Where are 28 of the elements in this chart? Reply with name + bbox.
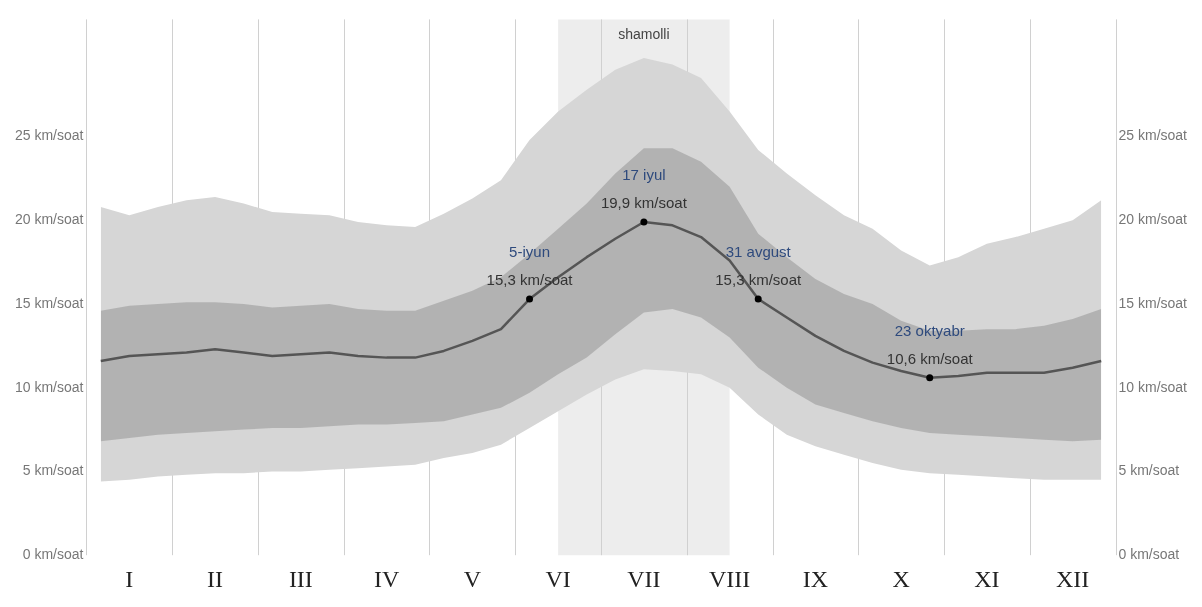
y-tick-label: 0 km/soat — [22, 546, 84, 563]
x-tick-label: X — [892, 565, 910, 592]
y2-tick-label: 15 km/soat — [1118, 294, 1188, 311]
band-label: shamolli — [618, 26, 670, 43]
y-tick-label: 20 km/soat — [14, 211, 84, 228]
x-tick-label: XII — [1055, 565, 1090, 592]
data-label: 23 oktyabr 10,6 km/soat — [886, 321, 974, 367]
y2-tick-label: 20 km/soat — [1118, 211, 1188, 228]
y-tick-label: 25 km/soat — [14, 127, 84, 144]
x-tick-label: VIII — [708, 565, 751, 592]
y-tick-label: 15 km/soat — [14, 294, 84, 311]
data-label: 31 avgust 15,3 km/soat — [715, 243, 802, 289]
x-tick-label: VI — [545, 565, 571, 592]
y2-tick-label: 25 km/soat — [1118, 127, 1188, 144]
y-tick-label: 10 km/soat — [14, 378, 84, 395]
x-tick-label: IV — [373, 565, 400, 592]
y2-tick-label: 5 km/soat — [1118, 462, 1180, 479]
x-tick-label: XI — [974, 565, 1000, 592]
data-label: 17 iyul 19,9 km/soat — [600, 166, 688, 211]
x-tick-label: I — [125, 565, 134, 592]
y2-tick-label: 0 km/soat — [1118, 546, 1180, 563]
x-tick-label: V — [463, 565, 482, 592]
x-tick-label: VII — [627, 565, 661, 592]
x-tick-label: III — [288, 565, 313, 592]
y-tick-label: 5 km/soat — [22, 462, 84, 479]
x-tick-label: IX — [802, 565, 829, 592]
x-tick-label: II — [207, 565, 224, 592]
y2-tick-label: 10 km/soat — [1118, 378, 1188, 395]
